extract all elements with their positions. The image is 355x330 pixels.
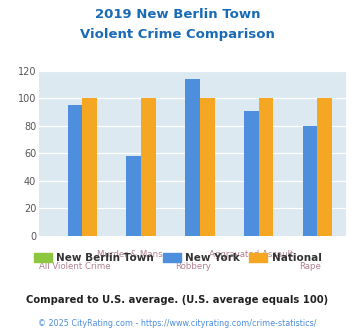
Bar xyxy=(68,105,82,236)
Bar xyxy=(141,98,156,236)
Bar xyxy=(126,156,141,236)
Text: Compared to U.S. average. (U.S. average equals 100): Compared to U.S. average. (U.S. average … xyxy=(26,295,329,305)
Bar xyxy=(200,98,215,236)
Text: © 2025 CityRating.com - https://www.cityrating.com/crime-statistics/: © 2025 CityRating.com - https://www.city… xyxy=(38,319,317,328)
Text: 2019 New Berlin Town: 2019 New Berlin Town xyxy=(95,8,260,21)
Text: Murder & Mans...: Murder & Mans... xyxy=(97,250,170,259)
Bar xyxy=(82,98,97,236)
Bar xyxy=(185,79,200,236)
Legend: New Berlin Town, New York, National: New Berlin Town, New York, National xyxy=(29,249,326,267)
Text: Robbery: Robbery xyxy=(175,262,211,271)
Bar xyxy=(259,98,273,236)
Bar xyxy=(317,98,332,236)
Text: Violent Crime Comparison: Violent Crime Comparison xyxy=(80,28,275,41)
Text: Aggravated Assault: Aggravated Assault xyxy=(209,250,294,259)
Bar xyxy=(303,126,317,236)
Text: All Violent Crime: All Violent Crime xyxy=(39,262,111,271)
Text: Rape: Rape xyxy=(299,262,321,271)
Bar xyxy=(244,111,259,236)
